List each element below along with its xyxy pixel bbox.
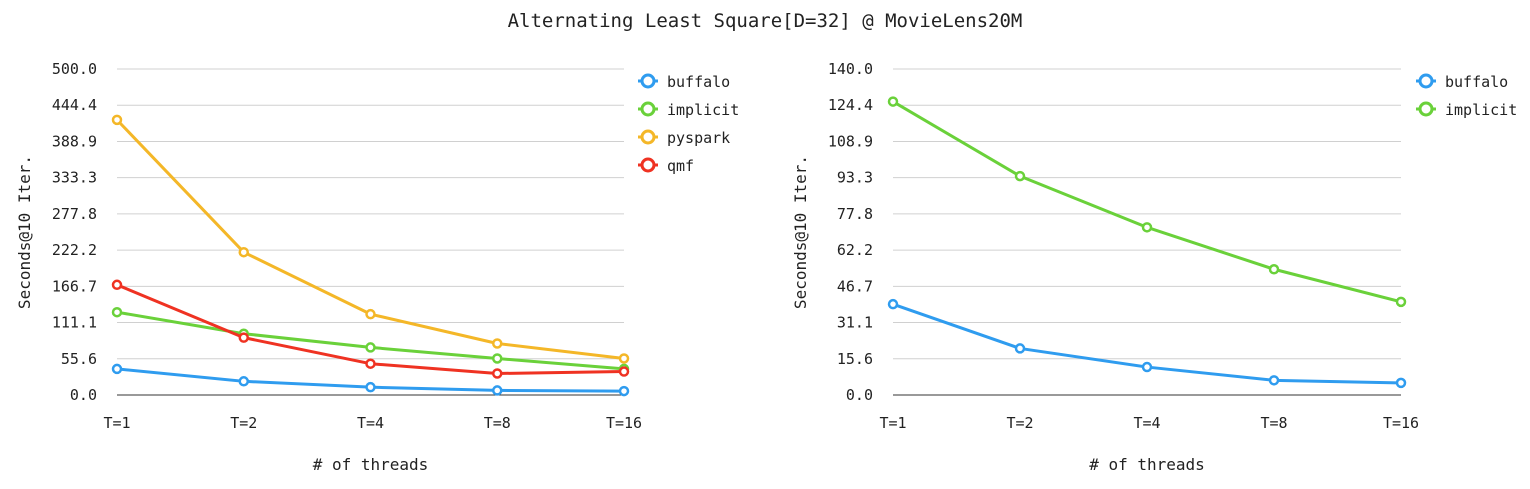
y-tick-label: 0.0 <box>846 386 873 404</box>
legend-label-pyspark: pyspark <box>667 129 730 147</box>
chart-panel-1: 0.0 55.6 111.1 166.7 222.2 277.8 333.3 388.9 444… <box>15 60 739 474</box>
legend-label-implicit: implicit <box>667 101 739 119</box>
data-point-buffalo <box>1141 361 1153 373</box>
y-tick-label: 111.1 <box>52 314 97 332</box>
data-point-implicit <box>1268 264 1280 275</box>
data-point-buffalo <box>618 385 630 397</box>
data-point-implicit <box>1141 222 1153 233</box>
data-point-implicit <box>365 342 376 353</box>
x-tick-label: T=2 <box>230 414 257 432</box>
data-point-implicit <box>1014 170 1026 182</box>
y-tick-label: 62.2 <box>837 241 873 259</box>
y-tick-label: 500.0 <box>52 60 97 78</box>
x-tick-label: T=1 <box>879 414 906 432</box>
data-point-pyspark <box>618 353 630 364</box>
data-point-buffalo <box>238 376 249 387</box>
data-point-implicit <box>1395 296 1407 308</box>
y-tick-label: 108.9 <box>828 132 873 150</box>
data-point-buffalo <box>887 298 899 310</box>
chart-panel-2: 0.0 15.6 31.1 46.7 62.2 77.8 93.3 108.9 124.4 140… <box>791 60 1517 474</box>
legend-marker-pyspark <box>640 129 656 145</box>
y-tick-label: 31.1 <box>837 314 873 332</box>
data-point-buffalo <box>365 381 376 393</box>
data-point-pyspark <box>365 308 376 320</box>
x-tick-label: T=1 <box>103 414 130 432</box>
legend-marker-buffalo <box>1418 73 1434 89</box>
x-tick-label: T=16 <box>1383 414 1419 432</box>
y-tick-label: 140.0 <box>828 60 873 78</box>
data-point-qmf <box>238 332 249 343</box>
x-tick-label: T=8 <box>484 414 511 432</box>
x-tick-label: T=16 <box>606 414 642 432</box>
legend-label-implicit: implicit <box>1445 101 1517 119</box>
y-tick-label: 15.6 <box>837 350 873 368</box>
chart-title: Alternating Least Square[D=32] @ MovieLe… <box>507 10 1023 32</box>
data-point-pyspark <box>492 338 503 349</box>
y-axis-title: Seconds@10 Iter. <box>15 155 34 309</box>
legend-marker-qmf <box>640 157 656 173</box>
y-tick-label: 444.4 <box>52 96 97 114</box>
data-point-qmf <box>618 366 630 377</box>
y-tick-label: 77.8 <box>837 205 873 223</box>
y-tick-label: 93.3 <box>837 169 873 187</box>
legend-marker-implicit <box>1418 101 1434 117</box>
x-tick-label: T=2 <box>1006 414 1033 432</box>
data-point-pyspark <box>238 246 249 258</box>
y-tick-label: 124.4 <box>828 96 873 114</box>
data-point-buffalo <box>1268 375 1280 386</box>
x-tick-label: T=4 <box>357 414 384 432</box>
data-point-qmf <box>365 358 376 369</box>
y-tick-label: 46.7 <box>837 277 873 295</box>
x-tick-label: T=8 <box>1260 414 1287 432</box>
data-point-qmf <box>111 279 123 291</box>
y-tick-label: 333.3 <box>52 169 97 187</box>
y-tick-label: 277.8 <box>52 205 97 223</box>
series-line-implicit <box>892 100 1402 304</box>
data-point-implicit <box>111 306 123 318</box>
y-tick-label: 0.0 <box>70 386 97 404</box>
y-axis-title: Seconds@10 Iter. <box>791 155 810 309</box>
x-axis-title: # of threads <box>1089 455 1205 474</box>
legend-marker-buffalo <box>640 73 656 89</box>
y-tick-label: 55.6 <box>61 350 97 368</box>
data-point-implicit <box>492 353 503 364</box>
x-axis-title: # of threads <box>313 455 429 474</box>
data-point-buffalo <box>111 363 123 375</box>
legend-label-qmf: qmf <box>667 157 694 175</box>
x-tick-label: T=4 <box>1133 414 1160 432</box>
data-point-qmf <box>492 368 503 379</box>
y-tick-label: 388.9 <box>52 132 97 150</box>
data-point-buffalo <box>492 385 503 396</box>
legend-label-buffalo: buffalo <box>1445 73 1508 91</box>
data-point-pyspark <box>111 114 123 126</box>
y-tick-label: 222.2 <box>52 241 97 259</box>
legend-marker-implicit <box>640 101 656 117</box>
legend-label-buffalo: buffalo <box>667 73 730 91</box>
data-point-implicit <box>887 96 899 107</box>
data-point-buffalo <box>1395 377 1407 389</box>
y-tick-label: 166.7 <box>52 277 97 295</box>
data-point-buffalo <box>1014 343 1026 354</box>
